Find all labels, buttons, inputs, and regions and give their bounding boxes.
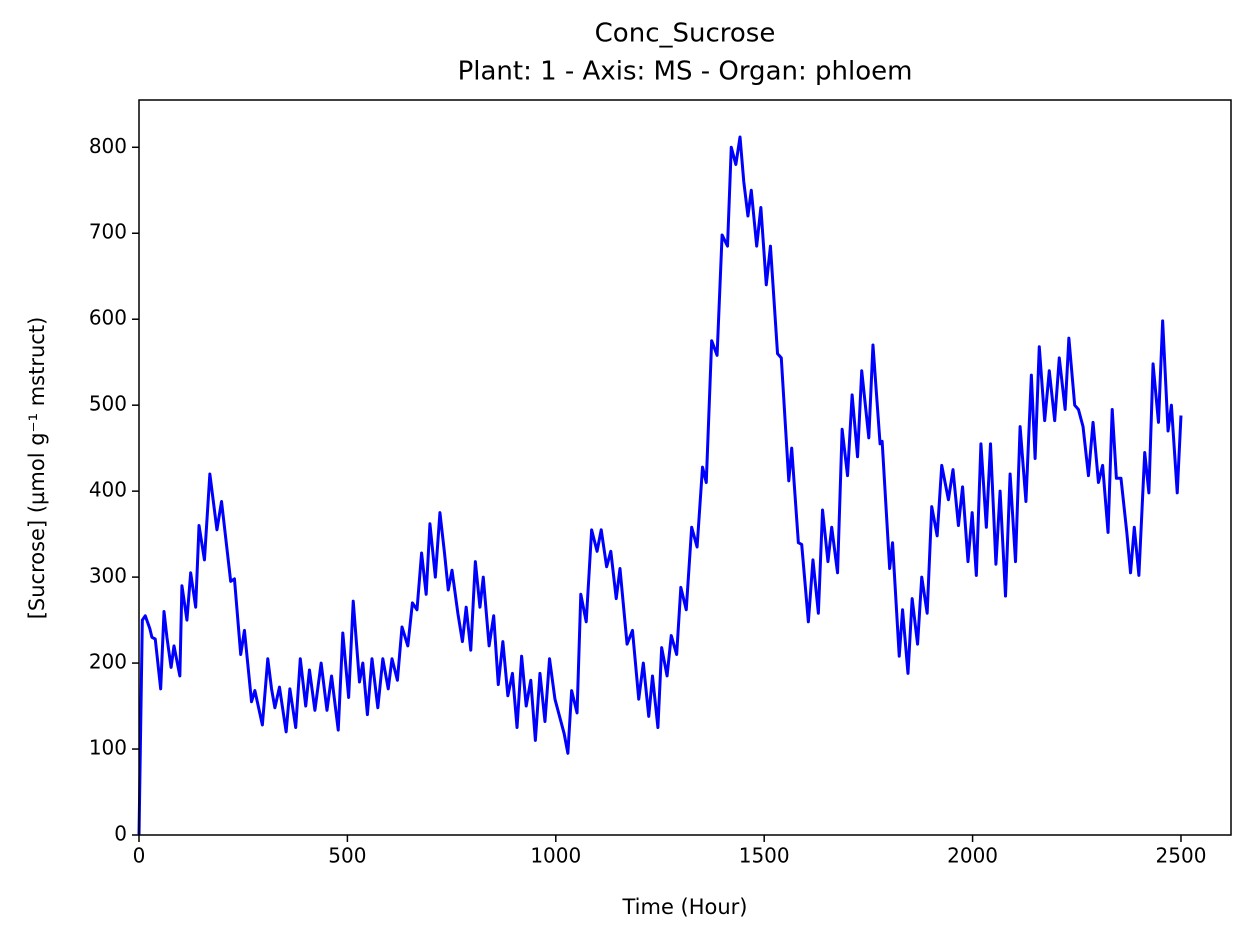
y-tick-label: 500: [89, 392, 127, 416]
x-tick-label: 0: [133, 844, 146, 868]
x-axis-label: Time (Hour): [621, 895, 747, 919]
y-tick-label: 200: [89, 650, 127, 674]
chart-subtitle: Plant: 1 - Axis: MS - Organ: phloem: [458, 57, 913, 87]
x-tick-label: 1500: [739, 844, 790, 868]
y-tick-label: 300: [89, 564, 127, 588]
y-tick-label: 0: [114, 822, 127, 846]
y-tick-label: 100: [89, 736, 127, 760]
plot-frame: [138, 99, 1232, 836]
x-tick-label: 2000: [947, 844, 998, 868]
y-axis-label: [Sucrose] (µmol g⁻¹ mstruct): [25, 317, 49, 620]
data-line: [137, 135, 1183, 836]
x-tick-label: 2500: [1156, 844, 1207, 868]
chart-title: Conc_Sucrose: [595, 19, 776, 49]
y-tick-label: 800: [89, 134, 127, 158]
y-tick-label: 400: [89, 478, 127, 502]
y-tick-label: 700: [89, 220, 127, 244]
y-tick-label: 600: [89, 306, 127, 330]
x-tick-label: 1000: [530, 844, 581, 868]
x-tick-label: 500: [328, 844, 366, 868]
